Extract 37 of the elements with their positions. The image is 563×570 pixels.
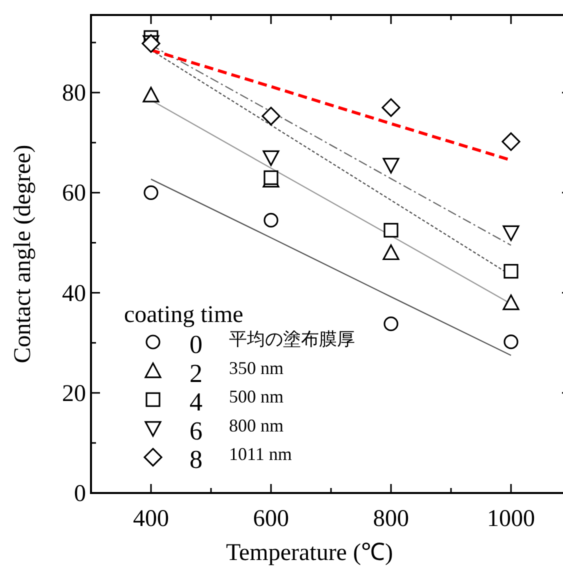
y-tick-label: 40 — [62, 280, 86, 307]
point — [262, 150, 280, 166]
x-tick-label: 1000 — [487, 506, 535, 532]
x-axis-title: Temperature (℃) — [226, 540, 393, 566]
annotation: 平均の塗布膜厚 — [229, 329, 355, 349]
point — [502, 132, 520, 151]
annotation: 800 nm — [229, 415, 284, 436]
point — [502, 294, 520, 310]
y-tick-label: 60 — [62, 180, 86, 207]
x-tick-label: 400 — [133, 506, 169, 532]
legend-label: 8 — [190, 445, 202, 474]
point — [382, 98, 400, 117]
annotation: 350 nm — [229, 358, 284, 378]
point — [264, 212, 278, 228]
legend-label: 4 — [190, 388, 202, 417]
point — [382, 158, 400, 174]
y-tick-label: 80 — [62, 80, 86, 107]
point — [504, 334, 518, 350]
y-tick-label: 20 — [62, 380, 86, 407]
y-tick-label: 0 — [74, 481, 86, 507]
point — [144, 185, 158, 200]
x-tick-label: 800 — [373, 506, 409, 532]
x-tick-label: 600 — [253, 506, 289, 532]
legend-title: coating time — [124, 302, 244, 328]
point — [384, 316, 398, 332]
legend-label: 0 — [190, 330, 202, 359]
point — [382, 244, 400, 260]
annotation: 500 nm — [229, 386, 284, 407]
point — [504, 264, 518, 279]
legend-label: 2 — [190, 358, 202, 388]
legend-label: 6 — [190, 416, 202, 446]
point — [384, 222, 398, 238]
y-axis-title: Contact angle (degree) — [10, 144, 36, 364]
point — [262, 106, 280, 126]
annotation: 1011 nm — [229, 444, 292, 464]
point — [502, 225, 520, 242]
point — [142, 86, 160, 102]
